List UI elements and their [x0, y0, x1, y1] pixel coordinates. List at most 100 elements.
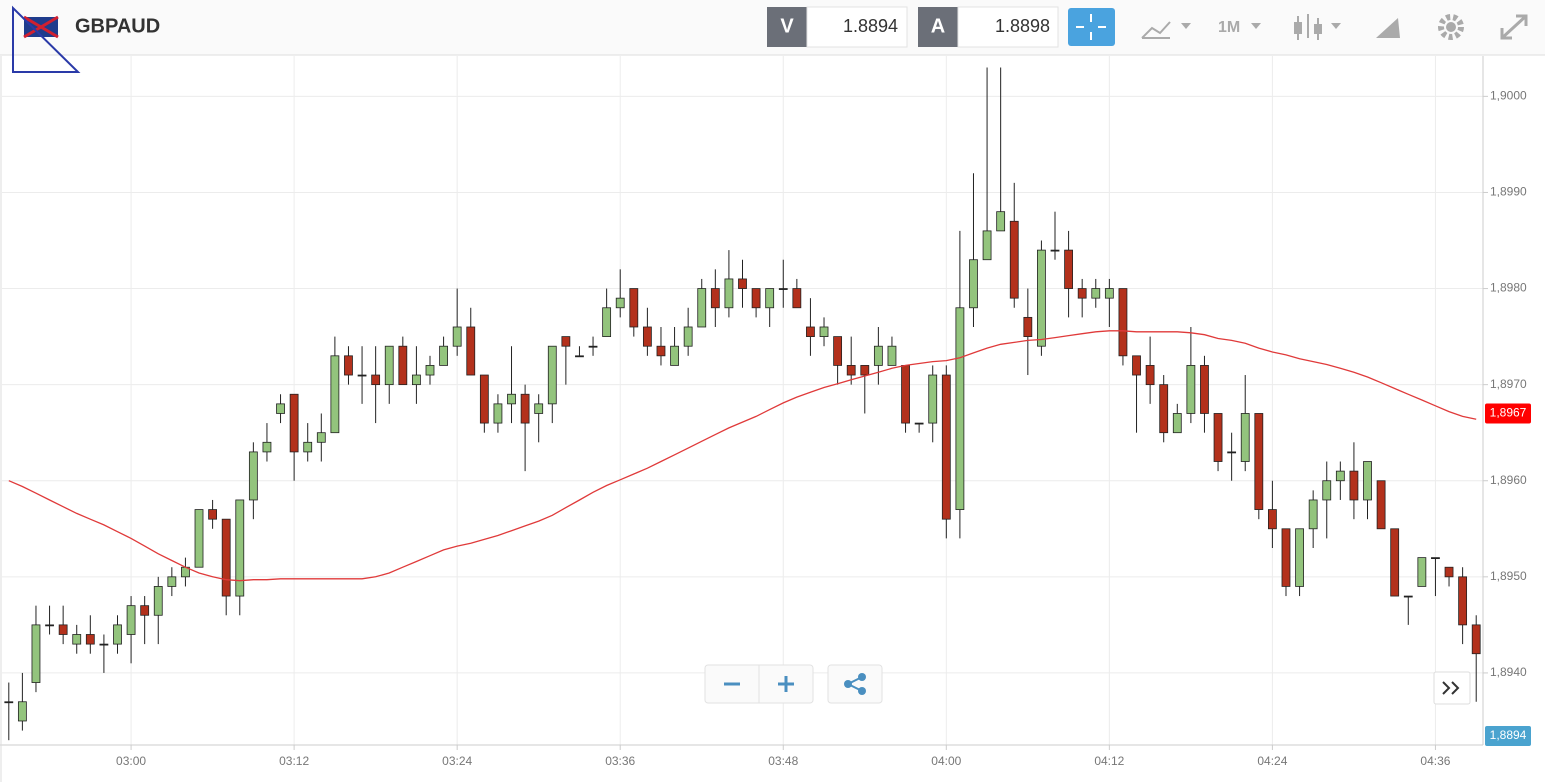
candle-body: [1240, 413, 1250, 462]
candle-body: [1200, 365, 1209, 414]
y-tick-label: 1,9000: [1490, 89, 1527, 103]
candle-body: [1077, 288, 1087, 299]
candle-body: [1227, 451, 1237, 454]
candle-body: [778, 288, 788, 290]
candle-body: [303, 441, 313, 453]
x-tick-label: 04:36: [1420, 754, 1450, 768]
candle-body: [765, 288, 775, 309]
candle-body: [710, 288, 720, 309]
candle-body: [248, 451, 258, 501]
candle-body: [670, 345, 679, 366]
x-tick-label: 03:36: [605, 754, 635, 768]
candle-body: [1308, 499, 1318, 530]
candle-body: [1444, 566, 1454, 578]
candle-body: [724, 278, 734, 309]
draw-icon[interactable]: [1376, 18, 1400, 38]
candle-body: [85, 634, 95, 645]
candle-body: [860, 365, 870, 376]
candle-body: [982, 230, 992, 261]
zoom-in[interactable]: [778, 676, 794, 692]
candle-body: [901, 365, 910, 424]
candle-body: [1471, 624, 1481, 655]
candle-body: [1363, 461, 1372, 501]
candle-body: [683, 326, 693, 347]
candle-body: [846, 365, 856, 376]
candle-body: [1295, 528, 1304, 587]
candle-body: [316, 432, 326, 443]
share-dot: [858, 673, 866, 681]
candle-body: [1104, 288, 1114, 299]
settings-icon[interactable]: [1438, 14, 1464, 40]
candle-body: [466, 326, 476, 376]
scroll-end-icon: [1442, 681, 1460, 695]
candle-body: [1009, 220, 1019, 299]
crosshair-button[interactable]: [1068, 8, 1115, 46]
ask-button[interactable]: [918, 7, 958, 47]
candle-body: [738, 278, 747, 289]
chart-type-icon[interactable]: [1141, 21, 1171, 39]
candle-body: [629, 288, 639, 328]
candle-body: [1254, 413, 1264, 510]
x-tick-label: 03:00: [116, 754, 146, 768]
candle-body: [276, 403, 285, 414]
candle-body: [1349, 470, 1359, 501]
candle-body: [452, 326, 462, 347]
candle-body: [1132, 355, 1141, 376]
candle-body: [1417, 557, 1427, 587]
bid-price-tag: [1485, 726, 1531, 746]
y-tick-label: 1,8940: [1490, 665, 1527, 679]
candle-body: [792, 288, 802, 309]
candle-body: [534, 403, 544, 414]
candle-body: [1267, 509, 1277, 530]
corner-marker: [12, 5, 81, 73]
candle-body: [412, 374, 421, 386]
candle-body: [72, 634, 82, 645]
bid-box: [806, 6, 908, 48]
candle-body: [1186, 365, 1196, 414]
candles-icon-body: [1294, 22, 1302, 34]
candle-body: [344, 355, 353, 376]
candle-body: [520, 393, 530, 424]
candle-body: [1431, 557, 1440, 560]
candle-body: [384, 345, 394, 386]
candle-body: [31, 624, 41, 683]
ask-box: [957, 6, 1059, 48]
candle-body: [887, 345, 897, 366]
x-tick-label: 03:12: [279, 754, 309, 768]
bid-price-label: 1,8894: [1490, 728, 1527, 742]
timeframe[interactable]: 1M: [1218, 19, 1240, 36]
candle-body: [126, 605, 136, 635]
candle-body: [99, 643, 109, 646]
candle-body: [969, 259, 978, 309]
candle-body: [833, 336, 843, 366]
ask-price: 1.8898: [995, 16, 1050, 36]
candle-body: [140, 605, 150, 616]
x-tick-label: 04:00: [931, 754, 961, 768]
candle-body: [208, 509, 218, 520]
dropdown-arrow: [1331, 23, 1341, 29]
candle-body: [479, 374, 489, 424]
plot: 1,8940 1,8950 1,8960 1,8970 1,8980 1,8990 1,90…: [2, 56, 1531, 768]
bid-button[interactable]: [767, 7, 807, 47]
candle-body: [656, 345, 666, 357]
candle-body: [642, 326, 652, 347]
scroll-end-button[interactable]: [1433, 671, 1471, 705]
symbol: GBPAUD: [75, 15, 160, 37]
dropdown-arrow: [1251, 23, 1261, 29]
fullscreen-icon[interactable]: [1500, 14, 1528, 40]
share-dot: [844, 680, 852, 688]
x-tick-label: 03:48: [768, 754, 798, 768]
candle-body: [58, 624, 68, 635]
candle-body: [588, 345, 598, 348]
candle-body: [575, 355, 584, 358]
candle-body: [1118, 288, 1128, 357]
candle-body: [941, 374, 951, 520]
y-tick-label: 1,8960: [1490, 473, 1527, 487]
settings-icon-center: [1446, 22, 1456, 32]
x-tick-label: 04:24: [1257, 754, 1287, 768]
candle-body: [697, 288, 707, 328]
share-button[interactable]: [827, 664, 883, 704]
